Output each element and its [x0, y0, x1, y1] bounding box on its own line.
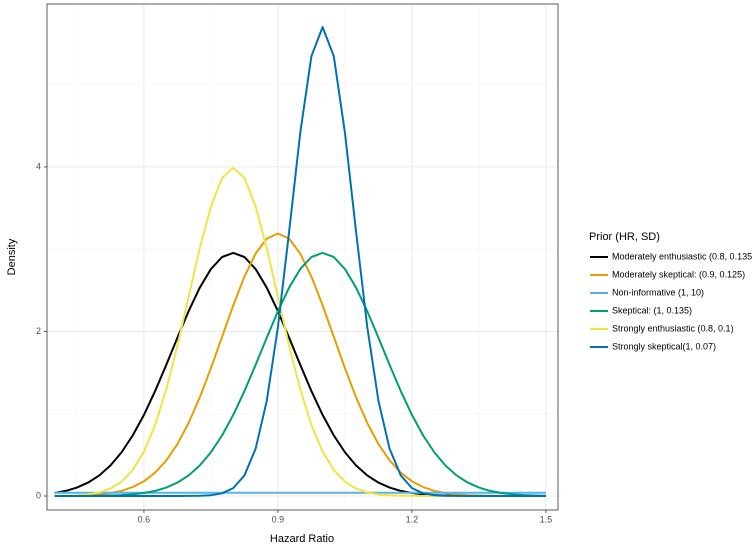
- plot-area: [54, 26, 546, 498]
- y-axis-title: Density: [6, 238, 18, 275]
- x-tick-label: 1.2: [406, 514, 419, 524]
- x-tick-label: 0.6: [138, 514, 151, 524]
- legend-title: Prior (HR, SD): [589, 231, 660, 243]
- legend-label: Moderately enthusiastic (0.8, 0.135): [612, 251, 752, 261]
- density-line: [54, 26, 546, 498]
- legend-label: Moderately skeptical: (0.9, 0.125): [612, 269, 745, 279]
- x-tick-label: 1.5: [540, 514, 553, 524]
- legend-label: Non-informative (1, 10): [612, 287, 704, 297]
- density-line: [54, 251, 546, 498]
- legend-label: Strongly skeptical(1, 0.07): [612, 341, 716, 351]
- grid: [47, 4, 558, 510]
- y-tick-label: 0: [36, 490, 41, 500]
- legend-label: Skeptical: (1, 0.135): [612, 305, 692, 315]
- y-tick-label: 4: [36, 161, 41, 171]
- x-tick-label: 0.9: [272, 514, 285, 524]
- x-axis-title: Hazard Ratio: [270, 533, 334, 545]
- density-line: [54, 232, 546, 498]
- y-tick-label: 2: [36, 326, 41, 336]
- legend: Moderately enthusiastic (0.8, 0.135) Mode…: [590, 251, 752, 351]
- panel-border: [46, 3, 559, 511]
- legend-label: Strongly enthusiastic (0.8, 0.1): [612, 323, 734, 333]
